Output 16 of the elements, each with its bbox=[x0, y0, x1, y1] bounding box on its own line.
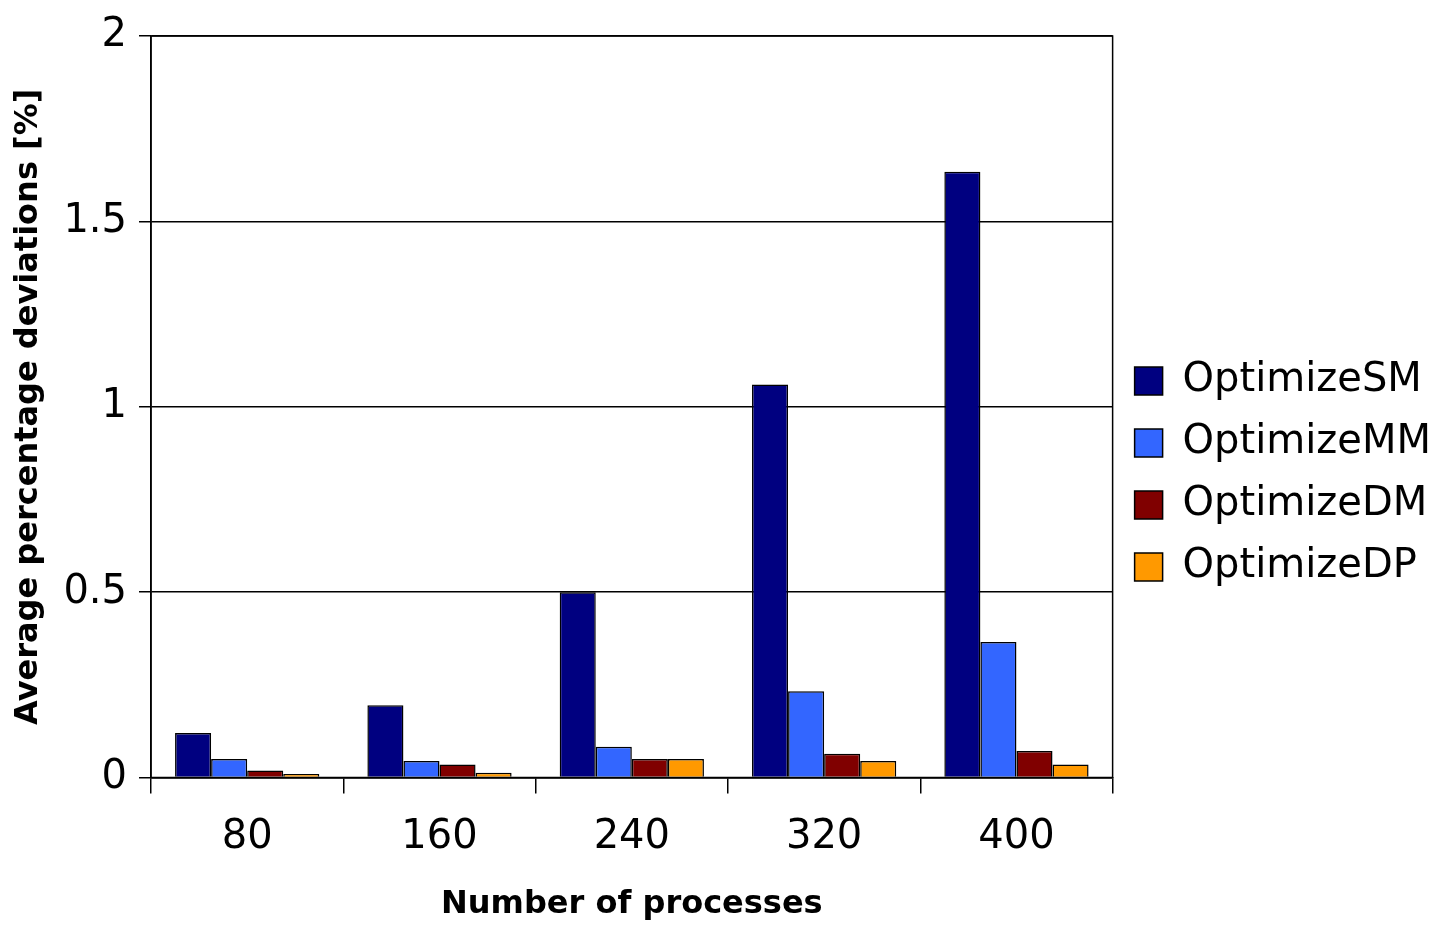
legend-label: OptimizeMM bbox=[1182, 416, 1432, 463]
y-tick-label: 2 bbox=[101, 9, 128, 56]
legend-label: OptimizeDM bbox=[1182, 478, 1428, 525]
x-axis-title: Number of processes bbox=[440, 883, 823, 922]
x-tick-label: 320 bbox=[785, 810, 863, 857]
y-tick-label: 1 bbox=[101, 380, 128, 427]
x-tick-label: 400 bbox=[978, 810, 1055, 857]
x-tick-label: 240 bbox=[593, 810, 670, 857]
y-axis-title: Average percentage deviations [%] bbox=[6, 88, 45, 725]
legend-label: OptimizeDP bbox=[1182, 540, 1417, 587]
x-tick-label: 80 bbox=[221, 810, 273, 857]
x-tick-label: 160 bbox=[401, 810, 478, 857]
y-tick-label: 0.5 bbox=[63, 565, 128, 612]
y-tick-label: 0 bbox=[101, 750, 128, 797]
y-tick-label: 1.5 bbox=[63, 194, 128, 241]
legend-label: OptimizeSM bbox=[1182, 354, 1422, 401]
